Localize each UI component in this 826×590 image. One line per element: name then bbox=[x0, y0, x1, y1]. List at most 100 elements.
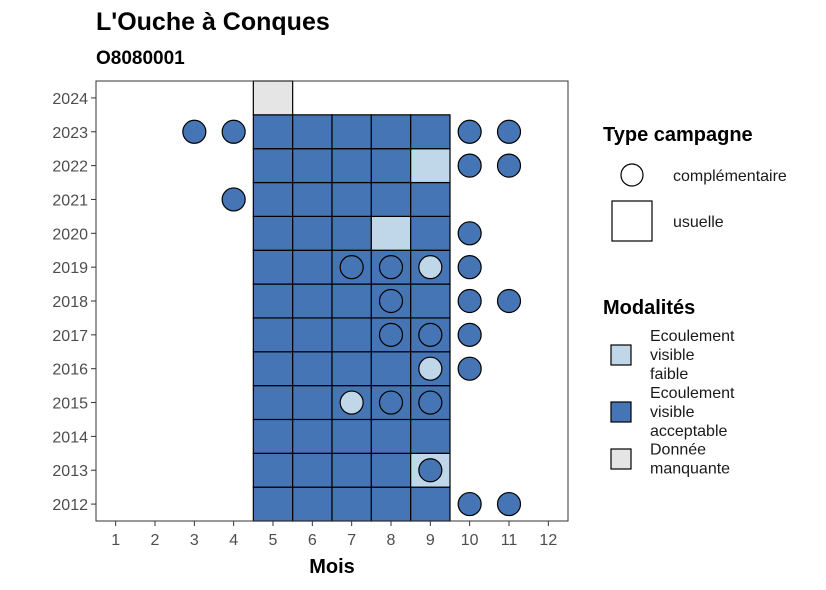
point-2018-m10 bbox=[457, 288, 482, 314]
legend-label-acceptable-line: acceptable bbox=[650, 423, 727, 440]
tile-2012-m7 bbox=[331, 486, 372, 522]
point-2019-m7 bbox=[339, 255, 364, 280]
x-tick-label: 11 bbox=[501, 532, 518, 549]
y-tick-label: 2024 bbox=[52, 91, 88, 108]
point-2023-m10 bbox=[457, 119, 482, 144]
tile-2019-m5 bbox=[252, 249, 294, 285]
x-tick-label: 1 bbox=[111, 532, 120, 549]
legend-modalites: Modalités Ecoulement visible faible Ecoulem… bbox=[603, 297, 735, 478]
x-tick-label: 6 bbox=[308, 532, 317, 549]
legend-label-manquante-line: Donnée bbox=[650, 442, 706, 459]
tile-2019-m6 bbox=[292, 249, 333, 285]
tile-2022-m9 bbox=[410, 148, 451, 184]
tile-2014-m7 bbox=[331, 418, 372, 454]
point-2023-m11 bbox=[496, 119, 522, 144]
legend-label-faible-line: visible bbox=[650, 347, 695, 364]
tile-2015-m6 bbox=[292, 385, 333, 421]
tile-2016-m7 bbox=[331, 351, 372, 387]
y-tick-label: 2015 bbox=[52, 396, 88, 413]
point-2015-m9 bbox=[418, 390, 443, 415]
tile-2020-m5 bbox=[252, 215, 294, 251]
legend-label-acceptable-line: visible bbox=[650, 404, 695, 421]
tile-2014-m9 bbox=[410, 418, 451, 454]
tile-2017-m7 bbox=[331, 317, 372, 353]
tile-2023-m5 bbox=[252, 114, 294, 150]
y-tick-label: 2012 bbox=[52, 497, 88, 514]
tiles-layer bbox=[252, 80, 451, 522]
point-2022-m10 bbox=[457, 153, 482, 178]
legend-square-key bbox=[611, 200, 653, 242]
y-tick-label: 2019 bbox=[52, 260, 88, 277]
tile-2020-m7 bbox=[331, 215, 372, 251]
tile-2020-m6 bbox=[292, 215, 333, 251]
legend-key-acceptable bbox=[610, 401, 632, 423]
point-2019-m8 bbox=[378, 255, 404, 280]
point-2018-m8 bbox=[378, 288, 404, 314]
tile-2013-m7 bbox=[331, 452, 372, 488]
tile-2023-m9 bbox=[410, 114, 451, 150]
x-axis: 1 2 3 4 5 6 7 8 9 10 11 12 bbox=[111, 521, 557, 549]
tile-2016-m8 bbox=[370, 351, 412, 387]
tile-2024-m5 bbox=[252, 80, 294, 116]
points-layer bbox=[182, 119, 522, 517]
legend-complementaire-label: complémentaire bbox=[673, 168, 787, 185]
y-tick-label: 2023 bbox=[52, 125, 88, 142]
tile-2018-m6 bbox=[292, 283, 333, 319]
tile-2016-m5 bbox=[252, 351, 294, 387]
tile-2023-m6 bbox=[292, 114, 333, 150]
point-2023-m4 bbox=[221, 119, 246, 144]
legend-key-manquante bbox=[610, 448, 632, 470]
tile-2017-m6 bbox=[292, 317, 333, 353]
tile-2013-m6 bbox=[292, 452, 333, 488]
tile-2021-m6 bbox=[292, 181, 333, 217]
tile-2021-m9 bbox=[410, 181, 451, 217]
tile-2013-m5 bbox=[252, 452, 294, 488]
legend-usuelle-label: usuelle bbox=[673, 214, 724, 231]
tile-2016-m6 bbox=[292, 351, 333, 387]
legend-type-title: Type campagne bbox=[603, 124, 753, 146]
tile-2014-m6 bbox=[292, 418, 333, 454]
y-tick-label: 2014 bbox=[52, 429, 88, 446]
point-2017-m9 bbox=[418, 322, 443, 347]
point-2015-m8 bbox=[378, 390, 404, 415]
point-2012-m11 bbox=[496, 491, 522, 517]
point-2023-m3 bbox=[182, 119, 207, 144]
x-tick-label: 7 bbox=[347, 532, 356, 549]
point-2022-m11 bbox=[496, 153, 522, 178]
x-tick-label: 10 bbox=[461, 532, 479, 549]
tile-2012-m5 bbox=[252, 486, 294, 522]
y-tick-label: 2018 bbox=[52, 294, 88, 311]
point-2016-m10 bbox=[457, 356, 482, 381]
point-2016-m9 bbox=[418, 356, 443, 381]
point-2012-m10 bbox=[457, 491, 482, 517]
tile-2021-m5 bbox=[252, 181, 294, 217]
x-tick-label: 3 bbox=[190, 532, 199, 549]
tile-2020-m9 bbox=[410, 215, 451, 251]
legend-type-campagne: Type campagne complémentaire usuelle bbox=[603, 124, 787, 242]
tile-2012-m9 bbox=[410, 486, 451, 522]
y-tick-label: 2013 bbox=[52, 463, 88, 480]
tile-2020-m8 bbox=[370, 215, 412, 251]
tile-2017-m5 bbox=[252, 317, 294, 353]
tile-2022-m8 bbox=[370, 148, 412, 184]
tile-2023-m7 bbox=[331, 114, 372, 150]
point-2021-m4 bbox=[221, 187, 246, 212]
tile-2018-m9 bbox=[410, 283, 451, 319]
point-2013-m9 bbox=[418, 458, 443, 483]
x-tick-label: 9 bbox=[426, 532, 435, 549]
tile-2021-m8 bbox=[370, 181, 412, 217]
legend-label-faible-line: faible bbox=[650, 366, 688, 383]
legend-modalites-title: Modalités bbox=[603, 297, 695, 319]
y-tick-label: 2017 bbox=[52, 328, 88, 345]
point-2019-m10 bbox=[457, 255, 482, 280]
y-axis: 2012 2013 2014 2015 2016 2017 2018 2019 2020 2021… bbox=[52, 91, 96, 514]
x-tick-label: 2 bbox=[151, 532, 160, 549]
legend-key-faible bbox=[610, 344, 632, 366]
tile-2014-m8 bbox=[370, 418, 412, 454]
x-tick-label: 8 bbox=[387, 532, 396, 549]
tile-2022-m5 bbox=[252, 148, 294, 184]
x-tick-label: 4 bbox=[229, 532, 238, 549]
tile-2021-m7 bbox=[331, 181, 372, 217]
tile-2012-m6 bbox=[292, 486, 333, 522]
